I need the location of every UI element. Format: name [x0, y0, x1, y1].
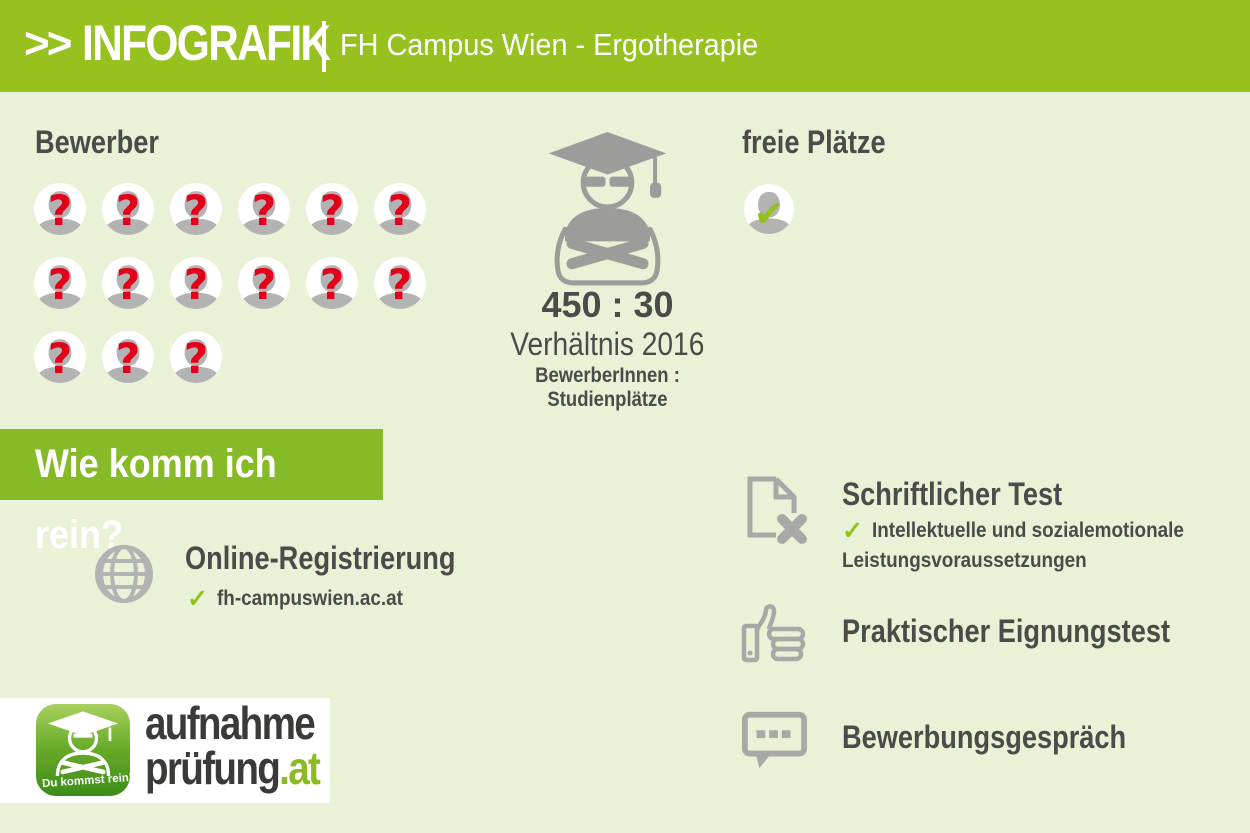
question-mark-icon: ? [183, 186, 209, 235]
person-check-icon: ✔ [744, 184, 794, 234]
person-silhouette-icon [374, 265, 426, 309]
applicant-row: ? ? ? ? ? ? [34, 183, 514, 235]
question-mark-icon: ? [47, 260, 73, 309]
person-silhouette-icon [102, 191, 154, 235]
online-registration-url[interactable]: fh-campuswien.ac.at [216, 587, 403, 610]
applicant-icon: ? [374, 183, 426, 235]
person-silhouette-icon [34, 265, 86, 309]
thumbs-up-icon [740, 602, 810, 669]
applicant-icon: ? [306, 257, 358, 309]
written-test-detail: ✓ Intellektuelle und sozialemotionale [842, 518, 1219, 544]
person-silhouette-icon [374, 191, 426, 235]
logo-word-line1: aufnahme [145, 697, 316, 749]
applicant-icon: ? [170, 183, 222, 235]
online-registration-title: Online-Registrierung [185, 540, 456, 576]
logo-app-icon: Du kommst rein! [36, 704, 133, 796]
applicant-row: ? ? ? [34, 331, 514, 383]
logo-tld: .at [279, 742, 321, 794]
section-title: Wie komm ich rein? [35, 442, 277, 557]
logo-box[interactable]: Du kommst rein! aufnahme prüfung.at [0, 698, 330, 803]
applicant-icon: ? [170, 257, 222, 309]
ratio-sublabel: BewerberInnen : Studienplätze [535, 364, 680, 411]
interview-title: Bewerbungsgespräch [842, 719, 1127, 755]
ratio-label: Verhältnis 2016 [510, 326, 705, 362]
section-banner: Wie komm ich rein? [0, 429, 383, 557]
question-mark-icon: ? [387, 260, 413, 309]
question-mark-icon: ? [387, 186, 413, 235]
person-silhouette-icon [34, 339, 86, 383]
question-mark-icon: ? [115, 334, 141, 383]
header-bar: >> INFOGRAFIK FH Campus Wien - Ergothera… [0, 0, 1250, 92]
applicant-icon: ? [34, 183, 86, 235]
person-silhouette-icon [238, 191, 290, 235]
globe-icon [92, 542, 156, 611]
question-mark-icon: ? [115, 260, 141, 309]
written-test-detail-line1: Intellektuelle und sozialemotionale [871, 519, 1184, 542]
applicant-icon: ? [238, 257, 290, 309]
applicant-grid: ? ? ? ? ? ? [34, 183, 514, 405]
person-silhouette-icon [306, 191, 358, 235]
question-mark-icon: ? [183, 260, 209, 309]
question-mark-icon: ? [319, 186, 345, 235]
person-silhouette-icon [238, 265, 290, 309]
written-test-detail-line2: Leistungsvoraussetzungen [842, 549, 1087, 572]
applicant-row: ? ? ? ? ? ? [34, 257, 514, 309]
graduate-icon [540, 128, 675, 288]
applicant-icon: ? [102, 257, 154, 309]
applicant-icon: ? [34, 331, 86, 383]
question-mark-icon: ? [47, 334, 73, 383]
document-x-icon [738, 472, 808, 549]
header-subtitle: FH Campus Wien - Ergotherapie [340, 27, 759, 62]
person-silhouette-icon [102, 339, 154, 383]
check-icon: ✓ [187, 585, 208, 613]
header-title: INFOGRAFIK [82, 15, 331, 71]
header-separator [322, 21, 326, 72]
question-mark-icon: ? [115, 186, 141, 235]
speech-bubble-icon [740, 708, 808, 775]
logo-word-line2: prüfung.at [145, 742, 321, 794]
applicant-icon: ? [102, 331, 154, 383]
logo-wordmark: aufnahme prüfung.at [145, 697, 352, 794]
question-mark-icon: ? [251, 260, 277, 309]
question-mark-icon: ? [319, 260, 345, 309]
applicants-heading: Bewerber [35, 124, 159, 160]
person-silhouette-icon [170, 191, 222, 235]
applicant-icon: ? [306, 183, 358, 235]
person-silhouette-icon [744, 191, 794, 234]
person-silhouette-icon [102, 265, 154, 309]
check-icon: ✔ [753, 193, 785, 235]
practical-test-title: Praktischer Eignungstest [842, 613, 1171, 649]
applicant-icon: ? [102, 183, 154, 235]
question-mark-icon: ? [47, 186, 73, 235]
person-silhouette-icon [170, 339, 222, 383]
person-silhouette-icon [306, 265, 358, 309]
person-silhouette-icon [170, 265, 222, 309]
written-test-title: Schriftlicher Test [842, 476, 1063, 512]
ratio-value: 450 : 30 [541, 284, 674, 325]
applicant-icon: ? [238, 183, 290, 235]
chevrons-icon: >> [24, 19, 72, 68]
check-icon: ✓ [842, 517, 863, 545]
question-mark-icon: ? [183, 334, 209, 383]
person-silhouette-icon [34, 191, 86, 235]
online-registration-detail: ✓ fh-campuswien.ac.at [187, 586, 424, 612]
applicant-icon: ? [374, 257, 426, 309]
free-places-heading: freie Plätze [742, 124, 886, 160]
applicant-icon: ? [170, 331, 222, 383]
question-mark-icon: ? [251, 186, 277, 235]
applicant-icon: ? [34, 257, 86, 309]
